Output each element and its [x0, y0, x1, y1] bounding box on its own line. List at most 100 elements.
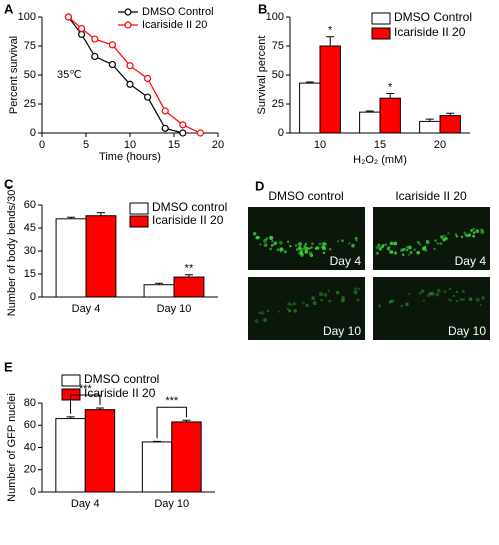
y-tick-label: 0 — [30, 291, 36, 303]
gfp-nucleus — [465, 234, 469, 238]
gfp-nucleus — [290, 303, 293, 307]
gfp-nucleus — [407, 292, 411, 296]
gfp-nucleus — [357, 299, 360, 302]
gfp-nucleus — [439, 242, 443, 246]
micrograph — [373, 277, 490, 340]
gfp-nucleus — [407, 245, 412, 250]
gfp-nucleus — [294, 243, 298, 247]
legend-swatch — [371, 27, 391, 40]
gfp-nucleus — [308, 247, 311, 250]
gfp-nucleus — [263, 318, 267, 322]
y-tick-label: 25 — [272, 98, 284, 110]
y-tick-label: 50 — [272, 69, 284, 81]
data-point — [77, 25, 86, 33]
gfp-nucleus — [288, 309, 292, 313]
significance: * — [388, 81, 393, 93]
legend-label: DMSO control — [152, 200, 227, 214]
gfp-nucleus — [304, 242, 308, 246]
y-tick-label: 25 — [24, 98, 36, 110]
significance: ** — [185, 263, 194, 275]
gfp-nucleus — [279, 247, 284, 252]
data-point — [144, 74, 152, 83]
y-tick-label: 30 — [24, 245, 36, 257]
gfp-nucleus — [444, 236, 448, 241]
gfp-nucleus — [320, 298, 323, 302]
y-tick-label: 50 — [24, 69, 36, 81]
gfp-nucleus — [299, 247, 304, 252]
gfp-nucleus — [269, 236, 272, 239]
significance: *** — [165, 395, 179, 407]
significance: * — [328, 25, 333, 37]
y-tick-label: 75 — [24, 40, 36, 52]
error-bar — [96, 212, 105, 216]
bar — [173, 276, 205, 298]
gfp-nucleus — [455, 300, 459, 303]
column-title: DMSO control — [268, 189, 343, 203]
legend-swatch — [129, 215, 149, 228]
gfp-nucleus — [276, 248, 280, 252]
gfp-nucleus — [421, 247, 426, 251]
gfp-nucleus — [375, 245, 379, 249]
gfp-nucleus — [472, 234, 476, 238]
legend-label: Icariside II 20 — [84, 386, 156, 400]
significance-bracket — [70, 394, 101, 414]
gfp-nucleus — [467, 233, 472, 237]
error-bar — [95, 407, 104, 410]
bar — [299, 82, 321, 134]
data-point — [161, 124, 169, 132]
bar — [439, 115, 461, 134]
data-point — [179, 121, 187, 129]
gfp-nucleus — [252, 231, 257, 236]
gfp-nucleus — [459, 297, 463, 302]
gfp-nucleus — [418, 291, 423, 296]
gfp-nucleus — [348, 242, 351, 245]
gfp-nucleus — [447, 298, 450, 301]
gfp-nucleus — [443, 290, 447, 294]
micrograph — [373, 207, 490, 270]
gfp-nucleus — [305, 303, 309, 308]
gfp-nucleus — [340, 298, 345, 303]
legend-label: Icariside II 20 — [142, 19, 207, 31]
x-tick-label: 5 — [83, 139, 89, 151]
x-tick-label: 20 — [212, 139, 224, 151]
x-axis-label: Time (hours) — [99, 151, 161, 163]
gfp-nucleus — [303, 247, 306, 250]
bar — [141, 441, 173, 493]
x-tick-label: Day 4 — [71, 498, 100, 510]
y-tick-label: 15 — [24, 268, 36, 280]
data-point — [64, 13, 73, 21]
gfp-nucleus — [328, 247, 332, 251]
gfp-nucleus — [328, 299, 332, 303]
gfp-nucleus — [342, 298, 346, 302]
gfp-nucleus — [286, 240, 290, 243]
bar — [359, 111, 381, 134]
gfp-nucleus — [464, 233, 468, 237]
x-tick-label: Day 10 — [157, 303, 192, 315]
gfp-nucleus — [475, 297, 480, 302]
error-bar — [153, 440, 162, 442]
gfp-nucleus — [304, 250, 309, 254]
error-bar — [386, 93, 395, 99]
gfp-nucleus — [428, 292, 432, 296]
gfp-nucleus — [405, 248, 409, 252]
gfp-nucleus — [341, 239, 344, 243]
data-point — [161, 107, 169, 115]
gfp-nucleus — [269, 247, 273, 251]
x-axis-label: H₂O₂ (mM) — [353, 154, 407, 166]
y-tick-label: 60 — [24, 199, 36, 211]
y-tick-label: 75 — [272, 40, 284, 52]
legend-marker — [124, 21, 132, 29]
bar — [379, 97, 401, 134]
gfp-nucleus — [389, 241, 394, 246]
gfp-nucleus — [454, 233, 458, 236]
gfp-nucleus — [310, 246, 313, 249]
gfp-nucleus — [460, 235, 464, 239]
significance-bracket — [156, 406, 187, 439]
gfp-nucleus — [469, 298, 473, 302]
y-tick-label: 80 — [24, 397, 36, 409]
gfp-nucleus — [436, 242, 439, 245]
bar — [143, 284, 175, 298]
y-tick-label: 100 — [18, 11, 36, 23]
gfp-nucleus — [311, 242, 314, 246]
gfp-nucleus — [270, 244, 274, 247]
